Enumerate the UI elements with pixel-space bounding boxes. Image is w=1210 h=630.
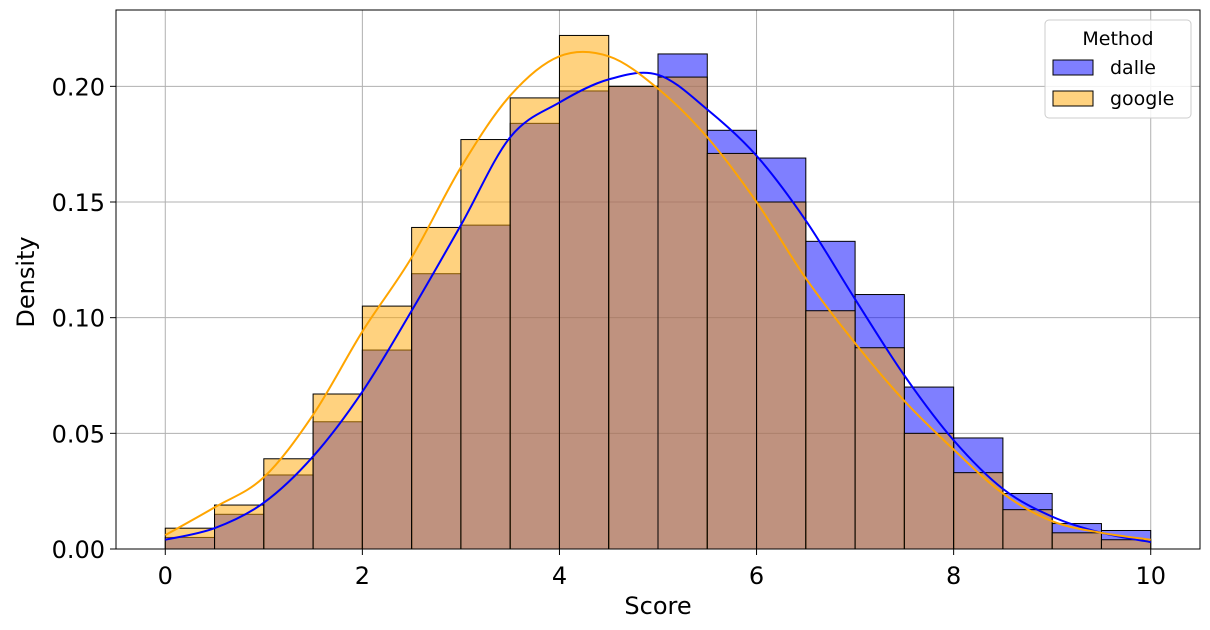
x-tick-label-5: 10 — [1135, 562, 1166, 590]
google-bar-12 — [756, 201, 807, 550]
google-bar-13 — [805, 310, 856, 550]
legend-title: Method — [1082, 28, 1153, 50]
y-axis-ticks: 0.00 0.05 0.10 0.15 0.20 — [52, 73, 116, 564]
x-tick-label-4: 8 — [946, 562, 961, 590]
google-bars — [164, 34, 1152, 550]
x-axis-ticks: 0 2 4 6 8 10 — [158, 549, 1166, 590]
google-bar-4 — [361, 305, 413, 550]
y-tick-label-4: 0.20 — [52, 73, 105, 101]
google-bar-11 — [706, 152, 758, 550]
google-bar-18 — [1051, 532, 1102, 550]
google-kde-line — [164, 50, 1151, 541]
google-bar-14 — [854, 347, 905, 550]
x-tick-label-3: 6 — [749, 562, 764, 590]
google-bar-17 — [1002, 509, 1053, 550]
legend-swatch-dalle — [1052, 59, 1094, 76]
y-tick-label-1: 0.05 — [52, 420, 105, 448]
x-tick-label-2: 4 — [552, 562, 567, 590]
y-tick-label-3: 0.15 — [52, 189, 105, 217]
legend: Method dalle google — [1044, 19, 1192, 119]
google-bar-5 — [411, 226, 462, 550]
dalle-kde-line — [165, 71, 1151, 544]
google-bar-15 — [903, 432, 955, 550]
kde-curves — [164, 50, 1151, 544]
legend-swatch-google — [1052, 90, 1094, 107]
google-bar-8 — [558, 34, 610, 550]
x-axis-label: Score — [624, 592, 691, 620]
y-tick-label-0: 0.00 — [52, 536, 105, 564]
google-bar-6 — [460, 139, 511, 550]
google-bar-7 — [509, 97, 560, 550]
y-tick-label-2: 0.10 — [52, 305, 105, 333]
legend-label-google: google — [1110, 88, 1174, 110]
x-tick-label-1: 2 — [355, 562, 370, 590]
google-bar-10 — [657, 76, 708, 550]
google-bar-2 — [263, 458, 314, 550]
google-bar-3 — [312, 393, 363, 550]
plot-frame — [115, 9, 1201, 550]
x-tick-label-0: 0 — [158, 562, 173, 590]
y-axis-label: Density — [12, 236, 40, 327]
legend-label-dalle: dalle — [1110, 57, 1156, 79]
google-bar-1 — [214, 504, 265, 550]
google-bar-9 — [608, 85, 659, 550]
